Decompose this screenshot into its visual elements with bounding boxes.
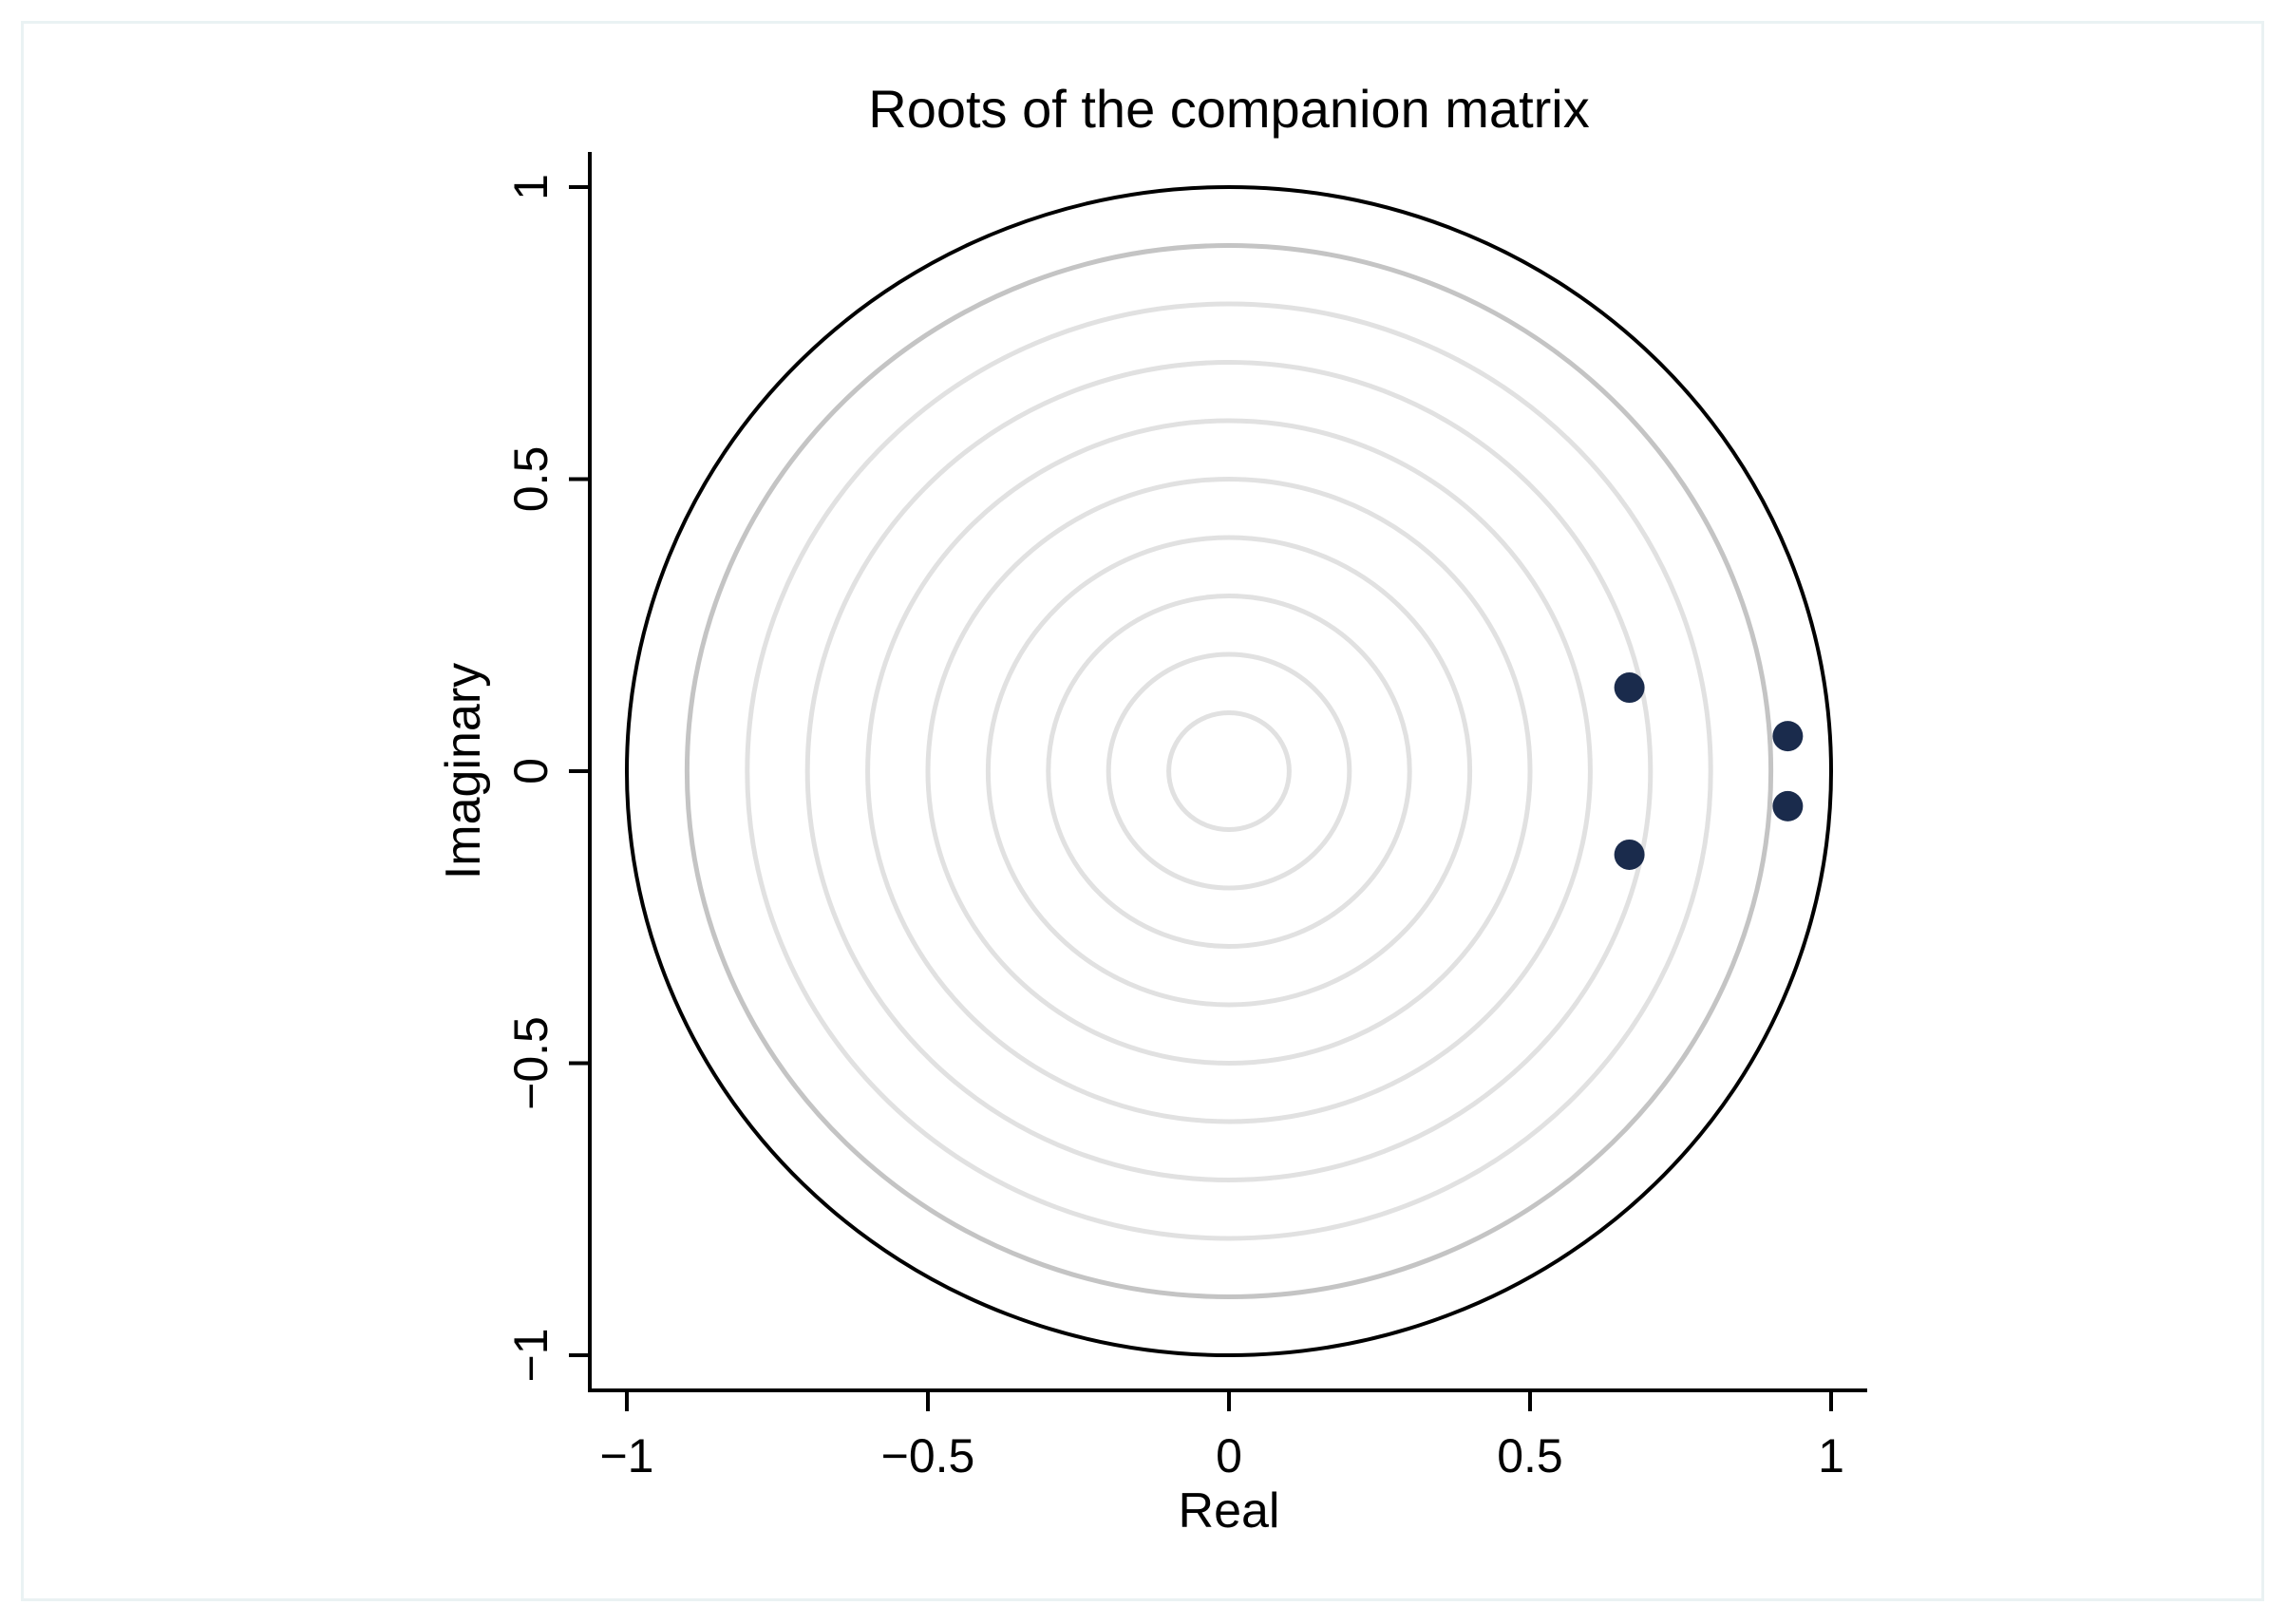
x-tick-label-4: 1 xyxy=(1818,1429,1844,1482)
reference-circle-0-3 xyxy=(1046,594,1412,949)
chart-frame xyxy=(21,21,2264,1601)
x-tick-label-0: −1 xyxy=(599,1429,653,1482)
reference-circle-0-9 xyxy=(684,243,1774,1299)
root-point-1 xyxy=(1614,839,1645,870)
chart-title: Roots of the companion matrix xyxy=(868,79,1589,139)
x-tick-label-2: 0 xyxy=(1216,1429,1242,1482)
y-tick-label-2: 0 xyxy=(504,758,558,784)
root-point-2 xyxy=(1772,721,1804,752)
axes: −1 −0.5 0 0.5 1 −1 −0.5 0 0.5 1 xyxy=(504,152,1867,1482)
x-tick-label-3: 0.5 xyxy=(1497,1429,1563,1482)
y-tick-label-0: −1 xyxy=(504,1328,558,1382)
reference-circle-1 xyxy=(625,185,1833,1357)
reference-circle-0-2 xyxy=(1106,651,1352,891)
reference-circle-0-4 xyxy=(985,535,1473,1008)
reference-circle-0-1 xyxy=(1166,710,1292,832)
y-axis-label: Imaginary xyxy=(436,663,491,879)
y-tick-label-4: 1 xyxy=(504,174,558,200)
x-tick-label-1: −0.5 xyxy=(881,1429,975,1482)
root-point-3 xyxy=(1772,790,1804,821)
reference-circles xyxy=(625,185,1833,1357)
y-tick-label-1: −0.5 xyxy=(504,1016,558,1110)
x-axis-label: Real xyxy=(1179,1483,1280,1539)
reference-circle-0-6 xyxy=(865,418,1593,1124)
reference-circle-0-7 xyxy=(804,360,1654,1182)
root-point-0 xyxy=(1614,672,1645,704)
y-tick-label-3: 0.5 xyxy=(504,446,558,513)
reference-circle-0-8 xyxy=(745,301,1713,1241)
reference-circle-0-5 xyxy=(925,477,1533,1066)
root-points xyxy=(1614,672,1804,870)
